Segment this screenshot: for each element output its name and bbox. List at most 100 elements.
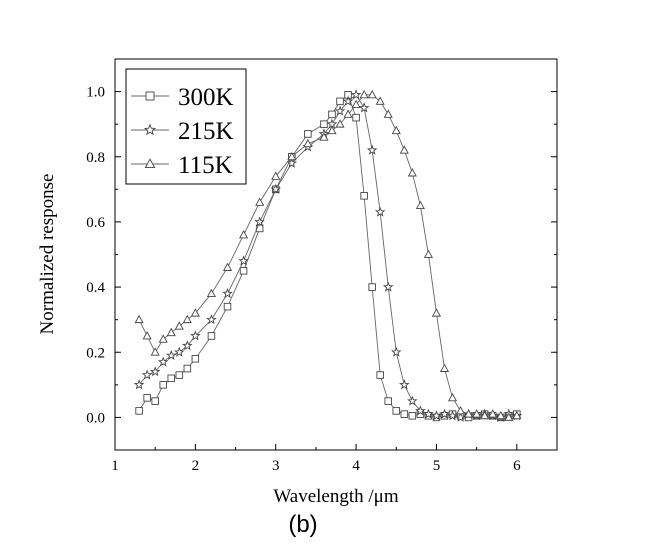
legend-label: 215K (178, 118, 234, 145)
data-point-115K (480, 410, 490, 420)
data-point-115K (343, 109, 353, 118)
data-point-300K (384, 397, 392, 405)
data-point-300K (223, 302, 232, 311)
legend-marker (143, 123, 157, 136)
data-point-115K (439, 363, 450, 372)
data-point-215K (455, 411, 466, 422)
data-point-215K (390, 346, 402, 357)
legend: 300K 215K 115K (125, 68, 247, 185)
y-tick-label: 0.4 (86, 280, 105, 296)
data-point-215K (270, 183, 282, 194)
data-point-115K (255, 197, 265, 206)
data-point-115K (271, 171, 281, 180)
data-point-300K (183, 364, 192, 373)
data-point-300K (400, 410, 409, 418)
x-tick-label: 3 (272, 458, 280, 474)
data-point-115K (134, 314, 144, 324)
data-point-300K (328, 110, 336, 119)
data-point-115K (319, 132, 329, 141)
data-point-215K (407, 395, 418, 406)
data-point-215K (141, 369, 153, 380)
x-tick-label: 1 (111, 458, 119, 474)
data-point-115K (383, 109, 393, 118)
axis-ticks: 1 2 3 4 5 6 0.0 0.2 0.4 0.6 0.8 1.0 (86, 58, 558, 474)
y-tick-label: 0.2 (86, 345, 105, 361)
data-point-215K (149, 366, 161, 377)
data-point-115K (431, 308, 442, 317)
data-point-115K (190, 308, 200, 317)
data-point-215K (366, 144, 378, 155)
series-layer (133, 89, 523, 422)
data-point-115K (158, 334, 168, 343)
data-point-115K (415, 200, 425, 210)
data-point-115K (512, 410, 522, 420)
data-point-115K (359, 89, 369, 99)
data-point-115K (142, 331, 152, 340)
data-point-300K (376, 371, 384, 379)
data-point-215K (415, 405, 426, 416)
y-tick-label: 0.0 (86, 410, 105, 426)
data-point-300K (159, 381, 167, 389)
data-point-300K (191, 355, 200, 363)
legend-label: 115K (178, 152, 233, 179)
data-point-115K (182, 314, 192, 324)
data-point-115K (327, 125, 337, 135)
data-point-115K (166, 327, 176, 337)
x-axis-title: Wavelength /μm (273, 486, 398, 507)
data-point-300K (360, 192, 368, 200)
data-point-115K (407, 168, 417, 177)
data-point-215K (447, 410, 458, 421)
data-point-215K (206, 314, 217, 325)
data-point-115K (222, 262, 233, 271)
data-point-300K (392, 407, 401, 415)
data-point-115K (335, 119, 345, 128)
data-point-115K (496, 410, 506, 420)
x-tick-label: 2 (192, 458, 200, 474)
data-point-300K (135, 407, 143, 415)
data-point-215K (350, 89, 362, 100)
data-point-215K (334, 105, 346, 116)
legend-marker (144, 158, 156, 169)
data-point-115K (206, 288, 216, 298)
data-point-300K (151, 397, 159, 405)
data-point-115K (150, 347, 160, 356)
data-point-115K (375, 96, 385, 105)
data-point-115K (464, 409, 474, 418)
data-point-300K (175, 371, 184, 379)
data-point-115K (456, 406, 466, 415)
data-point-215K (254, 216, 265, 227)
data-point-215K (222, 288, 233, 299)
data-point-215K (382, 281, 394, 292)
data-point-300K (143, 394, 151, 402)
data-point-115K (239, 230, 249, 239)
x-tick-label: 6 (513, 458, 521, 474)
data-point-215K (190, 330, 201, 341)
data-point-115K (391, 125, 401, 135)
data-point-215K (165, 349, 177, 361)
data-point-215K (238, 255, 249, 266)
data-point-115K (472, 409, 482, 418)
data-point-215K (423, 408, 434, 419)
data-point-215K (157, 356, 169, 367)
data-point-115K (287, 151, 297, 161)
data-point-115K (504, 412, 514, 421)
data-point-215K (431, 410, 442, 421)
data-point-215K (358, 102, 370, 113)
data-point-300K (320, 120, 328, 128)
data-point-300K (207, 332, 216, 340)
y-tick-label: 0.6 (86, 215, 105, 231)
data-point-300K (368, 283, 376, 291)
data-point-215K (133, 379, 145, 390)
legend-marker (145, 91, 155, 101)
data-point-300K (336, 97, 344, 106)
data-point-215K (399, 379, 410, 390)
data-point-115K (423, 249, 433, 258)
data-point-115K (367, 89, 377, 99)
legend-label: 300K (178, 84, 234, 111)
data-point-300K (167, 374, 176, 383)
data-point-115K (351, 99, 361, 109)
data-point-300K (304, 130, 312, 138)
x-tick-label: 4 (352, 458, 360, 474)
data-point-115K (447, 392, 458, 402)
